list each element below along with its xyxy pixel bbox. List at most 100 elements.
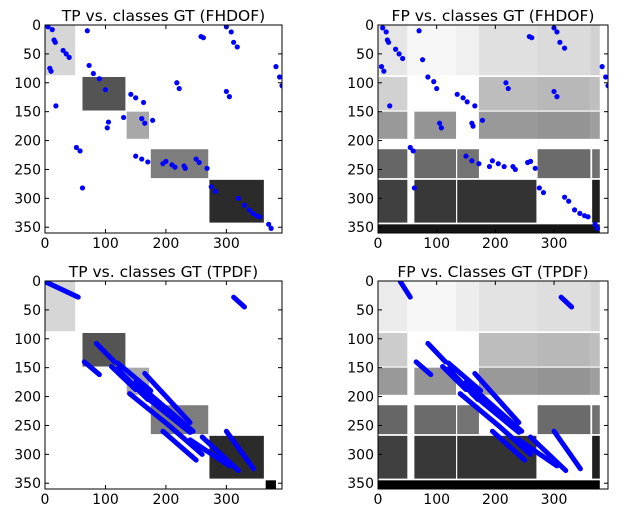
data-point <box>150 117 156 123</box>
y-tick-label: 0 <box>32 274 41 290</box>
heatmap-block <box>537 405 591 435</box>
x-tick-label: 100 <box>423 492 450 508</box>
data-point <box>419 57 426 63</box>
heatmap-block <box>590 333 600 367</box>
chart-panel-1: 0 100 200 300 0 50 100 150 200 250 300 350 TP vs. cl… <box>14 7 283 252</box>
y-tick-label: 300 <box>347 447 374 463</box>
heatmap-block <box>378 405 408 435</box>
data-point <box>176 85 182 92</box>
data-point <box>273 64 279 70</box>
x-tick-label: 200 <box>153 236 180 252</box>
data-point <box>540 189 547 196</box>
data-point <box>231 39 237 45</box>
y-tick-label: 200 <box>14 134 41 150</box>
data-point <box>235 195 242 201</box>
heatmap-block <box>457 405 479 435</box>
chart-title: FP vs. classes GT (FHDOF) <box>392 7 595 25</box>
data-point <box>464 99 470 105</box>
y-tick-label: 0 <box>365 274 374 290</box>
heatmap-block <box>536 281 591 332</box>
axes-frame <box>44 280 283 490</box>
heatmap-block <box>378 149 408 179</box>
data-point <box>228 29 234 35</box>
data-point <box>133 153 139 159</box>
data-point <box>163 158 169 164</box>
data-point <box>212 188 219 194</box>
chart-panel-4: 0 100 200 300 0 50 100 150 200 250 300 350 FP vs. Cl… <box>347 263 609 508</box>
data-point <box>193 156 199 162</box>
data-point <box>551 88 557 95</box>
data-point <box>476 161 482 167</box>
data-point <box>234 44 240 50</box>
data-point <box>140 99 147 106</box>
data-point <box>434 85 440 92</box>
heatmap-block <box>378 77 408 111</box>
y-tick-label: 50 <box>356 303 374 319</box>
y-tick-label: 200 <box>14 390 41 406</box>
y-tick-label: 100 <box>14 332 41 348</box>
data-point <box>472 103 478 109</box>
heatmap-block <box>592 405 600 435</box>
data-point <box>77 148 83 154</box>
data-point <box>60 47 66 54</box>
axes-frame <box>377 280 609 490</box>
data-point-run <box>199 434 241 474</box>
data-point <box>84 28 90 34</box>
x-tick-label: 300 <box>541 236 568 252</box>
chart-title: TP vs. classes GT (FHDOF) <box>61 7 265 25</box>
x-tick-label: 300 <box>541 492 568 508</box>
x-tick-label: 200 <box>153 492 180 508</box>
chart-panel-3: 0 100 200 300 0 50 100 150 200 250 300 350 TP vs. cl… <box>14 263 283 508</box>
y-tick-label: 350 <box>14 220 41 236</box>
heatmap-block <box>478 333 537 367</box>
data-point-run <box>231 294 248 310</box>
heatmap-block <box>590 111 600 139</box>
heatmap-block <box>537 149 591 179</box>
heatmap-block <box>536 111 591 139</box>
data-point <box>52 39 58 45</box>
data-point-run <box>127 391 172 428</box>
x-tick-label: 0 <box>41 492 50 508</box>
y-tick-label: 100 <box>347 332 374 348</box>
heatmap-block <box>407 25 457 76</box>
data-point <box>174 80 180 86</box>
data-point-run <box>495 422 534 457</box>
data-point-run <box>115 360 154 394</box>
heatmap-block <box>592 149 600 179</box>
data-point <box>554 94 560 100</box>
data-point <box>411 185 417 191</box>
x-tick-label: 300 <box>213 492 240 508</box>
y-tick-label: 150 <box>347 361 374 377</box>
data-point <box>96 76 103 82</box>
data-point-run <box>223 428 257 472</box>
data-point <box>605 83 608 89</box>
data-point-run <box>558 294 575 310</box>
data-point <box>495 161 501 167</box>
heatmap-block <box>456 281 479 332</box>
data-point <box>241 202 248 208</box>
y-tick-label: 300 <box>347 191 374 207</box>
data-point <box>128 91 134 97</box>
data-point <box>380 25 386 31</box>
data-point-run <box>425 340 448 365</box>
data-point <box>204 165 210 171</box>
heatmap-block <box>478 111 537 139</box>
data-point <box>145 159 151 165</box>
y-tick-label: 100 <box>347 76 374 92</box>
data-point <box>139 116 145 122</box>
data-point <box>571 207 578 213</box>
data-point <box>470 123 476 129</box>
data-point <box>512 166 518 173</box>
heatmap-block <box>592 435 600 479</box>
data-point <box>599 64 605 70</box>
data-point-run <box>551 428 583 472</box>
chart-panel-2: 0 100 200 300 0 50 100 150 200 250 300 350 FP vs. cl… <box>347 7 609 252</box>
heatmap-block <box>590 25 600 76</box>
data-point <box>45 25 51 30</box>
heatmap-block <box>82 77 126 111</box>
data-point-run <box>445 360 484 394</box>
data-point <box>561 194 568 200</box>
x-tick-label: 0 <box>41 236 50 252</box>
data-point <box>90 70 96 77</box>
